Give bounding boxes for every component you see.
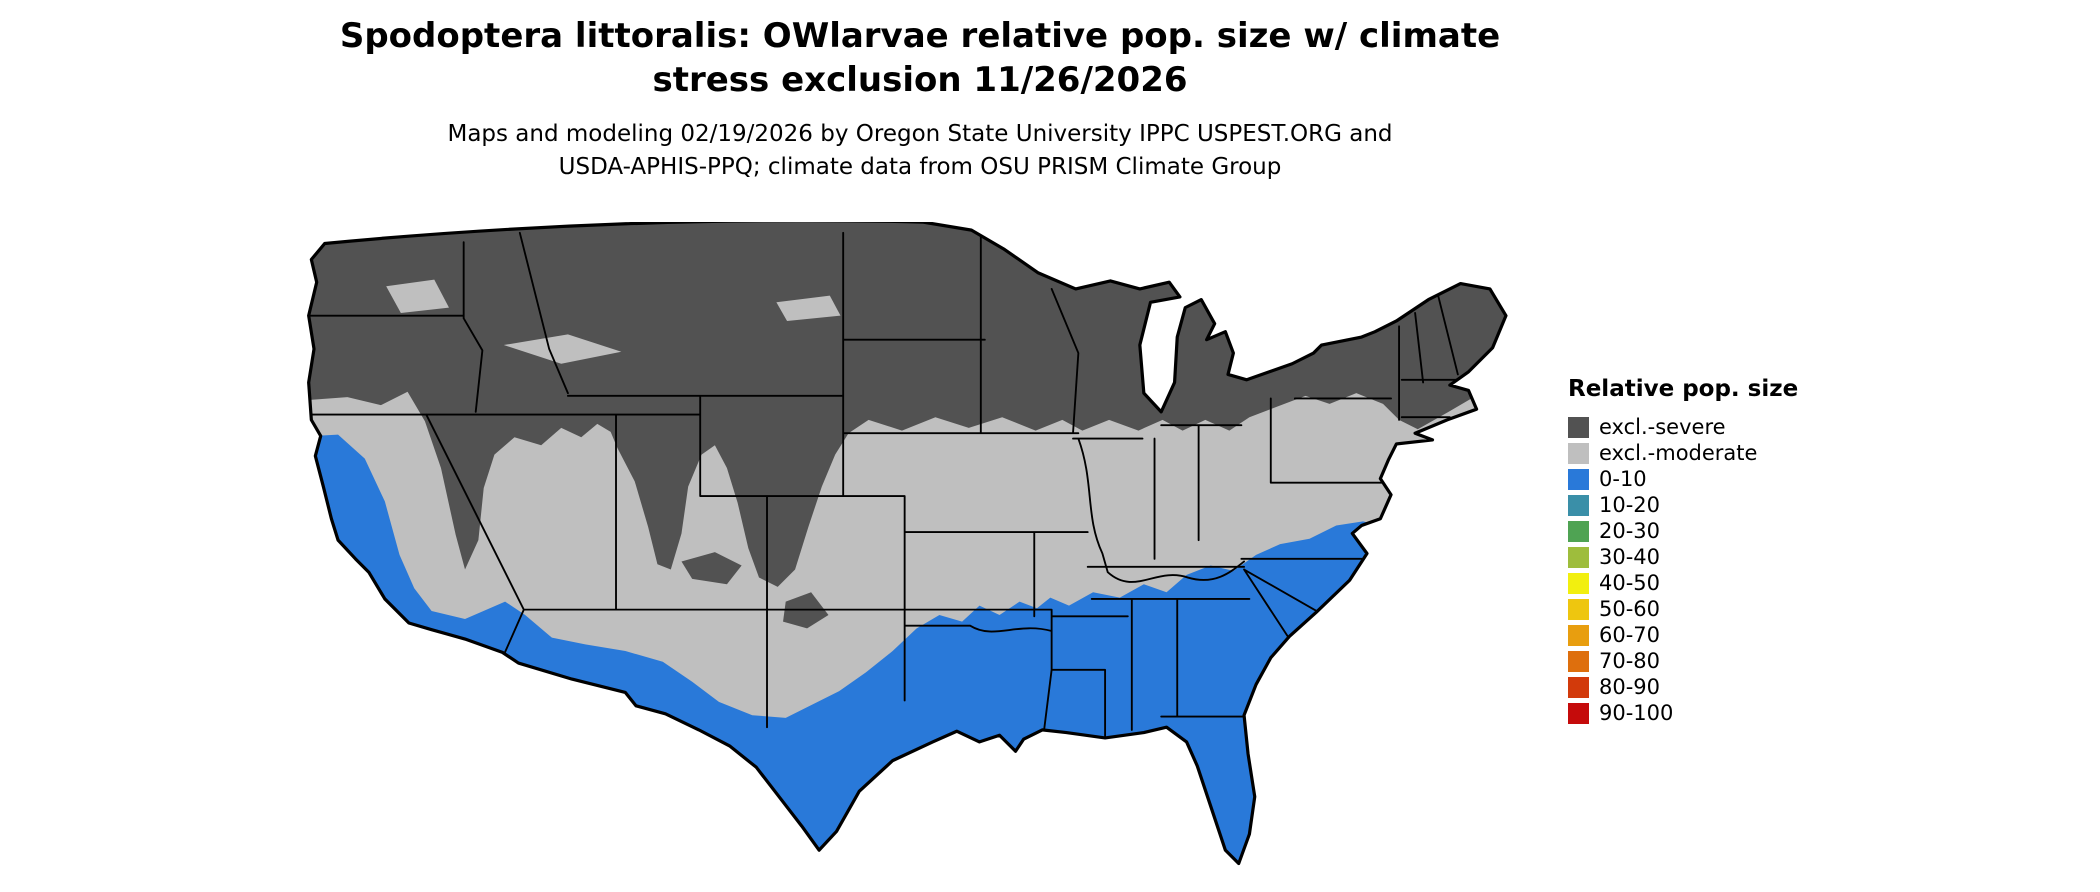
legend-item-40-50: 40-50: [1568, 570, 1798, 596]
legend-label: 60-70: [1599, 623, 1661, 647]
legend-swatch-excl-severe: [1568, 416, 1589, 438]
patch-moderate-mt: [776, 295, 841, 321]
legend-item-60-70: 60-70: [1568, 622, 1798, 648]
legend-item-80-90: 80-90: [1568, 674, 1798, 700]
legend-swatch-90-100: [1568, 702, 1589, 724]
legend-item-0-10: 0-10: [1568, 466, 1798, 492]
legend-swatch-40-50: [1568, 572, 1589, 594]
map-subtitle: Maps and modeling 02/19/2026 by Oregon S…: [285, 118, 1555, 184]
legend-item-70-80: 70-80: [1568, 648, 1798, 674]
legend-label: 30-40: [1599, 545, 1661, 569]
legend-swatch-excl-moderate: [1568, 442, 1589, 464]
legend-swatch-60-70: [1568, 624, 1589, 646]
patch-severe-az: [681, 552, 742, 585]
legend-swatch-0-10: [1568, 468, 1589, 490]
legend-label: excl.-moderate: [1599, 441, 1758, 465]
state-borders: [308, 231, 1459, 739]
patch-moderate-wa: [386, 279, 449, 313]
patch-moderate-id: [503, 334, 622, 364]
legend-item-30-40: 30-40: [1568, 544, 1798, 570]
legend-item-90-100: 90-100: [1568, 700, 1798, 726]
legend-title: Relative pop. size: [1568, 376, 1799, 402]
legend-label: 70-80: [1599, 649, 1661, 673]
us-map: [306, 222, 1522, 885]
legend-item-20-30: 20-30: [1568, 518, 1798, 544]
us-map-svg: [307, 222, 1508, 866]
map-title-line1: Spodoptera littoralis: OWlarvae relative…: [339, 16, 1501, 56]
legend-swatch-10-20: [1568, 494, 1589, 516]
legend-label: 80-90: [1599, 675, 1661, 699]
legend-label: 40-50: [1599, 571, 1661, 595]
legend-item-10-20: 10-20: [1568, 492, 1798, 518]
map-subtitle-line1: Maps and modeling 02/19/2026 by Oregon S…: [447, 121, 1393, 147]
map-title-line2: stress exclusion 11/26/2026: [652, 60, 1188, 100]
map-title: Spodoptera littoralis: OWlarvae relative…: [285, 14, 1555, 102]
legend-label: excl.-severe: [1599, 415, 1726, 439]
legend-label: 10-20: [1599, 493, 1661, 517]
legend-label: 0-10: [1599, 467, 1647, 491]
legend-label: 50-60: [1599, 597, 1661, 621]
legend-item-excl-moderate: excl.-moderate: [1568, 440, 1798, 466]
header: Spodoptera littoralis: OWlarvae relative…: [285, 14, 1555, 184]
legend-item-excl-severe: excl.-severe: [1568, 414, 1798, 440]
map-subtitle-line2: USDA-APHIS-PPQ; climate data from OSU PR…: [558, 154, 1282, 180]
legend-label: 90-100: [1599, 701, 1674, 725]
legend-swatch-30-40: [1568, 546, 1589, 568]
legend-swatch-70-80: [1568, 650, 1589, 672]
legend-swatch-20-30: [1568, 520, 1589, 542]
legend-label: 20-30: [1599, 519, 1661, 543]
legend-swatch-80-90: [1568, 676, 1589, 698]
legend-item-50-60: 50-60: [1568, 596, 1798, 622]
map-legend: Relative pop. size excl.-severe excl.-mo…: [1568, 376, 1798, 726]
legend-swatch-50-60: [1568, 598, 1589, 620]
